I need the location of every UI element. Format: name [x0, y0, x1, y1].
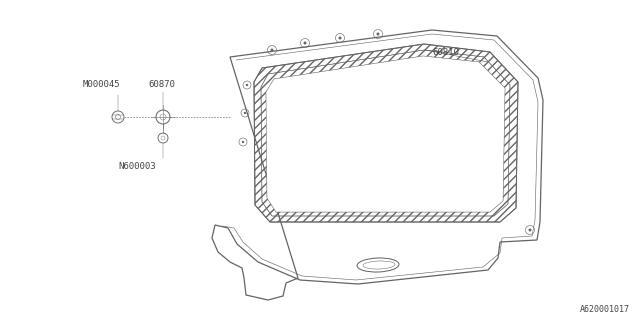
- Circle shape: [339, 36, 342, 39]
- Circle shape: [529, 228, 531, 231]
- Polygon shape: [266, 56, 505, 212]
- Text: 60870: 60870: [148, 80, 175, 89]
- Text: 60810: 60810: [432, 48, 459, 57]
- Text: M000045: M000045: [83, 80, 120, 89]
- Circle shape: [376, 33, 380, 36]
- Circle shape: [303, 42, 307, 44]
- Circle shape: [242, 141, 244, 143]
- Circle shape: [246, 84, 248, 86]
- Circle shape: [271, 49, 273, 52]
- Text: A620001017: A620001017: [580, 305, 630, 314]
- Circle shape: [244, 112, 246, 114]
- Polygon shape: [266, 56, 505, 212]
- Text: N600003: N600003: [118, 162, 156, 171]
